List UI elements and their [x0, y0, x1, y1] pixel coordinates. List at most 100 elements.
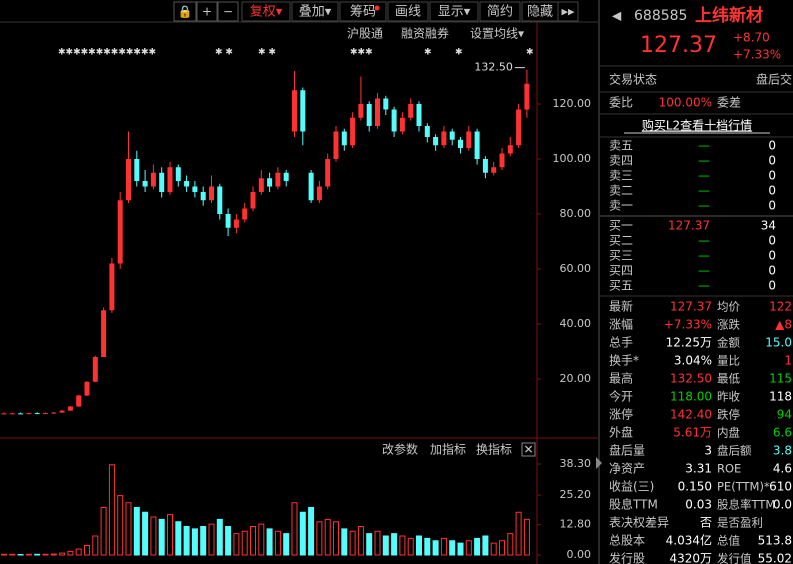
v-tick-label: 0.00 — [567, 548, 592, 561]
volume-bar — [67, 550, 74, 556]
sub-tab[interactable]: 融资融券 — [401, 26, 449, 41]
sub-tab[interactable]: 设置均线▾ — [470, 27, 524, 41]
candle-body — [283, 172, 289, 181]
volume-bar — [183, 526, 190, 556]
candle-body — [300, 90, 306, 132]
volume-bar — [108, 464, 115, 556]
candle-body — [142, 181, 148, 187]
volume-bar — [125, 502, 132, 556]
candle-body — [84, 381, 90, 396]
stat-label: 涨幅 — [609, 317, 633, 332]
toolbar-label[interactable]: 叠加▾ — [299, 5, 332, 20]
lock-icon[interactable]: 🔒 — [178, 5, 193, 19]
stock-name: 上纬新材 — [695, 5, 763, 26]
indicator-button[interactable]: 改参数 — [382, 442, 418, 457]
volume-bar — [465, 540, 472, 556]
volume-bar — [299, 511, 306, 556]
plus-icon[interactable]: + — [202, 5, 212, 19]
back-arrow[interactable]: ◀ — [612, 9, 622, 23]
close-icon[interactable]: ✕ — [523, 443, 533, 457]
volume-bar — [490, 542, 497, 556]
volume-bar — [507, 533, 514, 556]
minus-icon[interactable]: − — [223, 5, 233, 19]
toolbar-label[interactable]: 简约 — [487, 4, 513, 20]
max-label: 132.50 — [474, 61, 513, 74]
stat-value: 55.02 — [758, 552, 792, 564]
stat-label: 总值 — [717, 534, 740, 548]
stat-label: 表决权差异 — [609, 516, 669, 530]
candle-body — [250, 192, 256, 209]
stat-label: 收益(三) — [609, 480, 654, 494]
stat-value: 3.8 — [773, 444, 792, 458]
toolbar-button[interactable] — [339, 1, 387, 22]
volume-bar — [167, 514, 173, 556]
toolbar-label[interactable]: 显示▾ — [438, 5, 471, 20]
toolbar-button[interactable] — [429, 1, 479, 22]
diff-label: 委差 — [717, 96, 741, 110]
toolbar-button[interactable] — [479, 1, 521, 22]
event-marker: ✱✱✱ — [350, 48, 373, 58]
stat-value: 否 — [700, 516, 712, 530]
candle-body — [76, 395, 82, 407]
volume-bar — [1, 553, 7, 556]
candle-body — [408, 104, 414, 118]
book-qty: 0 — [768, 139, 776, 153]
book-label: 卖四 — [609, 154, 633, 168]
event-marker: ✱ — [424, 48, 432, 58]
stat-label: 内盘 — [717, 426, 740, 440]
toolbar-button[interactable] — [387, 1, 429, 22]
zoom-in[interactable] — [196, 1, 218, 22]
volume-bar — [291, 502, 298, 556]
candle-body — [117, 200, 123, 264]
toolbar-button[interactable] — [241, 1, 291, 22]
stat-value: +7.33% — [664, 318, 712, 332]
indicator-button[interactable]: 加指标 — [430, 442, 466, 457]
toolbar-label[interactable]: 画线 — [395, 5, 421, 20]
book-label: 买三 — [609, 249, 633, 263]
collapse-arrow[interactable] — [596, 457, 602, 469]
book-label: 买一 — [609, 219, 633, 233]
stat-value: 12.25万 — [666, 336, 712, 350]
book-label: 买四 — [609, 264, 633, 278]
candle-body — [59, 410, 65, 413]
stat-label: 今开 — [609, 389, 633, 404]
toolbar-label[interactable]: 复权▾ — [250, 4, 283, 20]
stat-label: 股息TTM — [609, 497, 658, 512]
zoom-out[interactable] — [217, 1, 239, 22]
stat-value: 122 — [769, 300, 792, 314]
book-qty: 0 — [768, 264, 776, 278]
stat-value: 4.6 — [773, 462, 792, 476]
volume-bar — [158, 518, 165, 556]
stat-label: 盘后量 — [609, 443, 645, 458]
toolbar-label[interactable]: 筹码 — [350, 4, 376, 20]
volume-bar — [233, 533, 240, 556]
sub-tab[interactable]: 沪股通 — [347, 27, 383, 41]
l2-link[interactable]: 购买L2查看十档行情 — [642, 118, 752, 133]
volume-bar — [449, 540, 456, 556]
candle-body — [474, 131, 480, 159]
volume-bar — [391, 533, 398, 556]
indicator-button[interactable]: 换指标 — [476, 442, 512, 457]
volume-bar — [457, 542, 464, 556]
candle-body — [316, 186, 322, 201]
toolbar-button[interactable] — [557, 1, 579, 22]
candle-body — [1, 413, 7, 415]
book-price: 127.37 — [668, 219, 710, 233]
event-marker: ✱ — [526, 48, 534, 58]
toolbar-button[interactable] — [291, 1, 339, 22]
candle-body — [184, 181, 190, 187]
volume-bar — [92, 535, 99, 556]
toolbar-label[interactable]: 隐藏 — [527, 5, 553, 20]
stat-value: 0.03 — [685, 498, 712, 512]
volume-bar — [266, 528, 273, 556]
stat-value: 6.6 — [773, 426, 792, 440]
stat-label: 跌停 — [717, 408, 740, 422]
stat-label: ROE — [717, 462, 741, 476]
candle-body — [67, 406, 73, 411]
lock-button[interactable] — [173, 1, 197, 22]
stat-value: 118.00 — [670, 390, 712, 404]
close-button[interactable] — [521, 442, 536, 457]
toolbar-label[interactable]: ▸▸ — [561, 5, 575, 20]
stat-value: 118 — [769, 390, 792, 404]
